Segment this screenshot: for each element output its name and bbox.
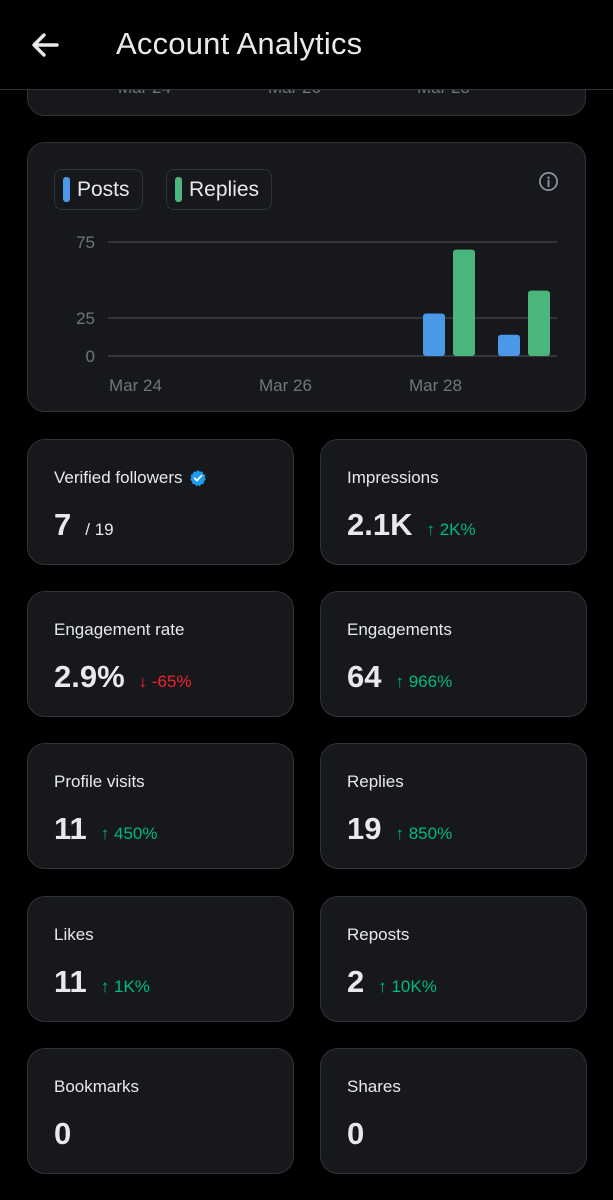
replies-card[interactable]: Replies 19 ↑ 850% <box>320 743 587 869</box>
x-tick-label: Mar 24 <box>109 376 162 395</box>
stat-label: Engagements <box>347 620 452 639</box>
bar-chart: 0 25 75 Mar 24 Mar 26 Mar 28 <box>76 233 557 395</box>
engagement-rate-card[interactable]: Engagement rate 2.9% ↓ -65% <box>27 591 294 717</box>
stat-value: 64 <box>347 659 382 694</box>
stat-value: 0 <box>347 1116 365 1151</box>
engagements-card[interactable]: Engagements 64 ↑ 966% <box>320 591 587 717</box>
page-title: Account Analytics <box>116 26 363 61</box>
replies-color-swatch <box>175 177 182 202</box>
top-app-bar: Account Analytics <box>0 0 613 90</box>
posts-bar[interactable] <box>423 313 445 356</box>
x-tick-label: Mar 28 <box>409 376 462 395</box>
y-tick-label: 0 <box>86 347 95 366</box>
stat-change: ↑ 850% <box>395 824 453 843</box>
stat-label: Likes <box>54 925 94 944</box>
stat-value: 7 <box>54 507 72 542</box>
replies-bar[interactable] <box>528 290 550 356</box>
legend-posts-toggle[interactable]: Posts <box>54 169 143 210</box>
stat-value: 19 <box>347 811 382 846</box>
stat-label: Profile visits <box>54 772 145 791</box>
stat-value: 11 <box>54 811 87 846</box>
likes-card[interactable]: Likes 11 ↑ 1K% <box>27 896 294 1022</box>
stat-change: ↓ -65% <box>138 672 192 691</box>
stat-label: Engagement rate <box>54 620 185 639</box>
stat-label: Replies <box>347 772 404 791</box>
verified-badge-icon <box>189 470 206 487</box>
replies-bar[interactable] <box>453 249 475 356</box>
reposts-card[interactable]: Reposts 2 ↑ 10K% <box>320 896 587 1022</box>
posts-bar[interactable] <box>498 334 520 356</box>
stat-change: ↑ 1K% <box>100 977 150 996</box>
stat-change: ↑ 450% <box>100 824 158 843</box>
stat-value: 0 <box>54 1116 72 1151</box>
info-icon[interactable] <box>538 171 559 192</box>
y-tick-label: 75 <box>76 233 95 252</box>
stat-change: ↑ 10K% <box>378 977 437 996</box>
stat-label: Shares <box>347 1077 401 1096</box>
stat-label: Impressions <box>347 468 439 487</box>
stat-value: 2.1K <box>347 507 413 542</box>
posts-replies-chart-card: Posts Replies 0 25 75 Mar 24 Mar 26 Mar 28 <box>27 142 586 412</box>
impressions-card[interactable]: Impressions 2.1K ↑ 2K% <box>320 439 587 565</box>
legend-replies-label: Replies <box>189 177 260 201</box>
bookmarks-card[interactable]: Bookmarks 0 <box>27 1048 294 1174</box>
posts-color-swatch <box>63 177 70 202</box>
y-tick-label: 25 <box>76 309 95 328</box>
legend-posts-label: Posts <box>77 177 130 201</box>
stat-value: 2 <box>347 964 365 999</box>
shares-card[interactable]: Shares 0 <box>320 1048 587 1174</box>
stat-label: Reposts <box>347 925 410 944</box>
stat-label: Bookmarks <box>54 1077 140 1096</box>
stat-change: ↑ 2K% <box>426 520 476 539</box>
arrow-left-icon[interactable] <box>28 28 62 62</box>
profile-visits-card[interactable]: Profile visits 11 ↑ 450% <box>27 743 294 869</box>
verified-followers-card[interactable]: Verified followers 7 / 19 <box>27 439 294 565</box>
x-tick-label: Mar 26 <box>259 376 312 395</box>
legend-replies-toggle[interactable]: Replies <box>166 169 273 210</box>
stat-change: ↑ 966% <box>395 672 453 691</box>
stat-label: Verified followers <box>54 468 183 487</box>
stat-value: 11 <box>54 964 87 999</box>
stat-total: / 19 <box>85 520 114 539</box>
stat-value: 2.9% <box>54 659 125 694</box>
